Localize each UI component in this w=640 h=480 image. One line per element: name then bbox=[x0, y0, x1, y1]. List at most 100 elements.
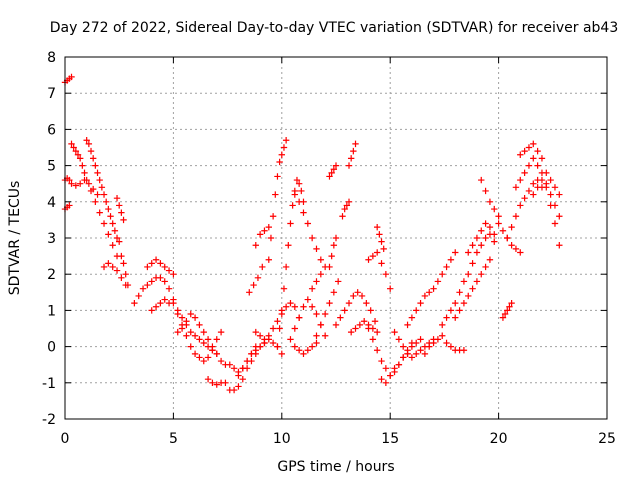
data-point-plus bbox=[391, 328, 398, 336]
data-point-plus bbox=[538, 176, 546, 184]
data-point-plus bbox=[387, 285, 394, 292]
data-point-plus bbox=[380, 245, 387, 253]
data-point-plus bbox=[269, 213, 277, 220]
y-tick-label: -1 bbox=[42, 376, 56, 392]
data-point-plus bbox=[460, 278, 468, 285]
data-point-plus bbox=[66, 176, 73, 184]
data-point-plus bbox=[508, 223, 515, 231]
data-point-plus bbox=[413, 339, 420, 347]
data-point-plus bbox=[183, 318, 190, 325]
data-point-plus bbox=[373, 223, 381, 231]
data-point-plus bbox=[443, 339, 450, 347]
x-tick-label: 5 bbox=[169, 431, 178, 447]
series-arc-aj bbox=[391, 328, 437, 361]
data-point-plus bbox=[473, 234, 481, 242]
data-point-plus bbox=[378, 375, 385, 383]
y-tick-label: 1 bbox=[47, 303, 56, 319]
data-point-plus bbox=[68, 73, 75, 81]
data-point-plus bbox=[512, 245, 520, 253]
data-point-plus bbox=[191, 314, 199, 321]
data-point-plus bbox=[187, 310, 194, 318]
data-point-plus bbox=[495, 213, 502, 220]
data-point-plus bbox=[200, 339, 207, 347]
data-point-plus bbox=[517, 176, 524, 184]
data-point-plus bbox=[408, 354, 416, 361]
data-point-plus bbox=[326, 299, 333, 307]
data-point-plus bbox=[100, 263, 108, 271]
x-tick-label: 25 bbox=[598, 431, 616, 447]
data-point-plus bbox=[287, 336, 294, 343]
data-point-plus bbox=[378, 260, 385, 267]
series-arc-h bbox=[118, 252, 132, 289]
data-point-plus bbox=[413, 350, 420, 358]
data-point-plus bbox=[282, 137, 290, 144]
series-arc-as bbox=[504, 176, 546, 242]
data-point-plus bbox=[460, 347, 468, 354]
data-point-plus bbox=[354, 289, 361, 296]
data-point-plus bbox=[337, 314, 344, 321]
data-point-plus bbox=[100, 191, 108, 198]
data-point-plus bbox=[66, 202, 73, 209]
data-point-plus bbox=[551, 184, 559, 191]
data-point-plus bbox=[376, 231, 383, 238]
data-point-plus bbox=[506, 303, 513, 310]
data-point-plus bbox=[447, 307, 455, 314]
data-point-plus bbox=[174, 310, 181, 318]
data-point-plus bbox=[239, 365, 246, 372]
data-point-plus bbox=[556, 191, 563, 198]
data-point-plus bbox=[330, 242, 338, 249]
data-point-plus bbox=[360, 318, 368, 325]
series-arc-ao bbox=[465, 220, 498, 256]
data-point-plus bbox=[341, 205, 348, 213]
data-point-plus bbox=[521, 169, 528, 177]
data-point-plus bbox=[204, 336, 212, 343]
data-point-plus bbox=[334, 278, 342, 285]
y-tick-label: 2 bbox=[47, 267, 56, 283]
data-point-plus bbox=[295, 314, 303, 321]
data-point-plus bbox=[482, 187, 489, 195]
data-point-plus bbox=[473, 278, 481, 285]
data-point-plus bbox=[230, 365, 238, 372]
data-point-plus bbox=[204, 375, 212, 383]
series-arc-t bbox=[265, 137, 290, 263]
data-point-plus bbox=[317, 256, 325, 263]
data-point-plus bbox=[313, 310, 320, 318]
data-point-plus bbox=[204, 354, 212, 361]
data-point-plus bbox=[478, 227, 485, 234]
data-point-plus bbox=[261, 339, 268, 347]
data-point-plus bbox=[118, 252, 125, 260]
series-arc-d bbox=[68, 140, 121, 260]
data-point-plus bbox=[525, 162, 533, 169]
data-point-plus bbox=[83, 176, 90, 184]
data-point-plus bbox=[152, 303, 160, 310]
series-arc-ac bbox=[339, 198, 353, 220]
data-point-plus bbox=[289, 202, 296, 209]
data-point-plus bbox=[358, 292, 366, 300]
data-point-plus bbox=[222, 379, 229, 386]
data-point-plus bbox=[460, 299, 468, 307]
series-arc-ah bbox=[373, 223, 387, 253]
data-point-plus bbox=[196, 321, 203, 329]
data-point-plus bbox=[144, 263, 151, 271]
data-point-plus bbox=[395, 336, 403, 343]
data-point-plus bbox=[313, 245, 320, 253]
data-point-plus bbox=[491, 205, 498, 213]
data-point-plus bbox=[330, 289, 338, 296]
data-point-plus bbox=[105, 231, 112, 238]
data-point-plus bbox=[265, 223, 272, 231]
data-point-plus bbox=[391, 365, 398, 372]
data-point-plus bbox=[109, 220, 116, 227]
data-point-plus bbox=[94, 191, 101, 198]
data-point-plus bbox=[209, 343, 216, 350]
data-point-plus bbox=[230, 386, 238, 394]
data-point-plus bbox=[295, 198, 303, 205]
data-point-plus bbox=[439, 271, 446, 278]
data-point-plus bbox=[499, 314, 507, 321]
data-point-plus bbox=[243, 357, 251, 365]
data-point-plus bbox=[413, 307, 420, 314]
data-point-plus bbox=[183, 332, 190, 339]
data-point-plus bbox=[235, 383, 242, 390]
data-point-plus bbox=[291, 325, 299, 332]
series-arc-r bbox=[246, 263, 266, 296]
y-axis-title: SDTVAR / TECUs bbox=[7, 181, 23, 296]
